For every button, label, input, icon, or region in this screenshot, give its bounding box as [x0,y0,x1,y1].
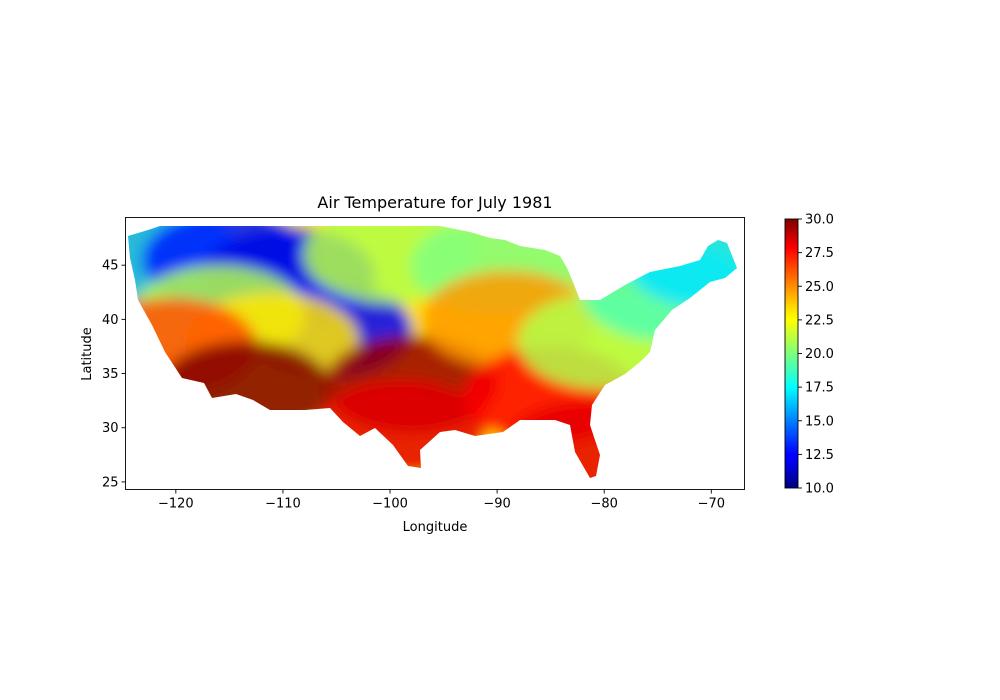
x-tick-label: −70 [698,497,725,512]
colorbar-tick-label: 10.0 [805,482,834,497]
heatmap-region [158,341,333,439]
x-tick-label: −90 [483,497,510,512]
x-axis: −120 −110 −100 −90 −80 −70 [158,489,725,512]
heatmap-region [624,226,737,309]
colorbar: 10.0 12.5 15.0 17.5 20.0 22.5 25.0 27.5 30.0 [784,213,834,497]
x-tick-label: −100 [372,497,408,512]
y-tick-label: 40 [102,313,119,328]
y-axis-label: Latitude [80,327,95,381]
x-tick-label: −110 [265,497,301,512]
colorbar-ticks: 10.0 12.5 15.0 17.5 20.0 22.5 25.0 27.5 30.0 [798,213,834,497]
heatmap-region [501,400,675,478]
colorbar-tick-label: 25.0 [805,280,834,295]
colorbar-tick-label: 15.0 [805,414,834,429]
chart-title: Air Temperature for July 1981 [317,193,552,212]
y-tick-label: 25 [102,475,119,490]
colorbar-tick-label: 27.5 [805,246,834,261]
y-tick-label: 45 [102,259,119,274]
x-tick-label: −120 [158,497,194,512]
x-axis-label: Longitude [403,520,468,535]
plot-area [128,226,737,478]
colorbar-tick-label: 22.5 [805,313,834,328]
colorbar-tick-label: 30.0 [805,213,834,228]
colorbar-gradient [785,219,798,488]
x-tick-label: −80 [590,497,617,512]
heatmap-region [313,378,488,477]
y-axis: 25 30 35 40 45 [102,259,126,490]
colorbar-tick-label: 12.5 [805,448,834,463]
y-tick-label: 30 [102,421,119,436]
y-tick-label: 35 [102,367,119,382]
axes-frame [125,217,745,490]
heatmap-land [128,226,737,478]
colorbar-tick-label: 20.0 [805,347,834,362]
colorbar-tick-label: 17.5 [805,381,834,396]
